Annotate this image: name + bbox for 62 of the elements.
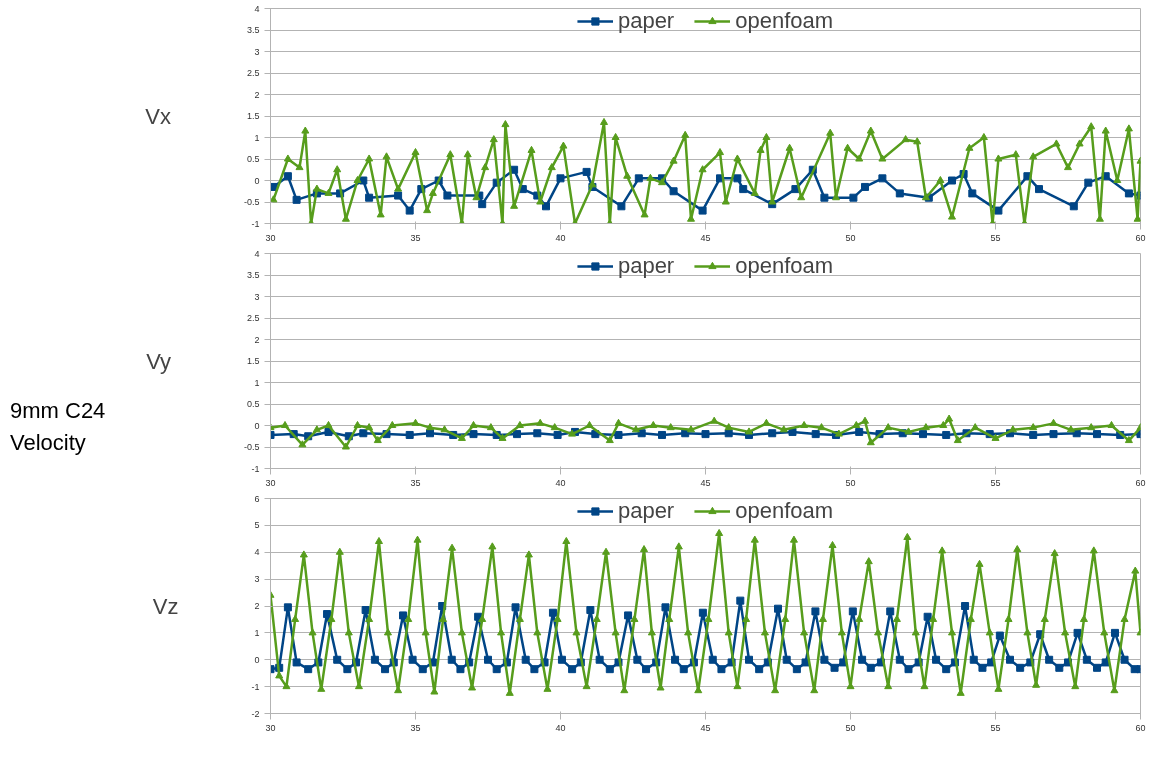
x-tick-label: 55 (990, 722, 1001, 733)
y-tick-label: 1 (254, 627, 260, 638)
y-tick-label: 6 (254, 493, 260, 504)
legend-label: openfoam (735, 498, 834, 524)
y-tick-label: 0 (254, 654, 260, 665)
y-axis-title: Vz (152, 593, 179, 619)
y-tick-label: 1 (254, 377, 260, 388)
y-tick-label: 2 (254, 89, 260, 100)
y-tick-label: 0.5 (246, 154, 260, 164)
y-tick-label: 5 (254, 520, 260, 531)
x-tick-label: 60 (1135, 232, 1146, 243)
x-tick-label: 55 (990, 477, 1001, 488)
x-tick-label: 55 (990, 232, 1001, 243)
y-tick-label: 1 (254, 132, 260, 143)
x-tick-label: 40 (555, 477, 566, 488)
y-tick-label: 1.5 (246, 111, 260, 121)
y-tick-label: 0.5 (246, 399, 260, 409)
y-tick-label: 2 (254, 601, 260, 611)
y-axis-title: Vy (146, 348, 171, 374)
legend-label: paper (617, 8, 675, 34)
y-tick-label: 0 (254, 175, 260, 186)
text: 9mm C24 Velocity (10, 397, 107, 457)
y-tick-label: 3 (254, 46, 260, 57)
x-tick-label: 50 (845, 722, 856, 733)
x-tick-label: 35 (410, 722, 421, 733)
y-tick-label: -0.5 (243, 442, 260, 452)
y-tick-label: 4 (254, 547, 260, 558)
y-tick-label: 3.5 (246, 25, 260, 35)
x-tick-label: 35 (410, 477, 421, 488)
legend-label: paper (617, 498, 675, 524)
y-tick-label: 4 (254, 248, 260, 259)
y-tick-label: 0 (254, 420, 260, 431)
y-tick-label: -1 (251, 463, 260, 474)
x-tick-label: 40 (555, 232, 566, 243)
y-tick-label: -1 (251, 681, 260, 692)
y-tick-label: 3 (254, 291, 260, 302)
x-tick-label: 35 (410, 232, 421, 243)
x-tick-label: 50 (845, 232, 856, 243)
y-tick-label: 2.5 (246, 68, 260, 78)
legend-label: openfoam (735, 253, 834, 279)
y-tick-label: 4 (254, 3, 260, 14)
y-tick-label: 2 (254, 334, 260, 345)
y-tick-label: 1.5 (246, 356, 260, 366)
x-tick-label: 50 (845, 477, 856, 488)
x-tick-label: 30 (265, 232, 276, 243)
legend-label: paper (617, 253, 675, 279)
x-tick-label: 30 (265, 477, 276, 488)
x-tick-label: 45 (700, 477, 711, 488)
x-tick-label: 60 (1135, 477, 1146, 488)
y-tick-label: 3.5 (246, 270, 260, 280)
x-tick-label: 40 (555, 722, 566, 733)
x-tick-label: 45 (700, 722, 711, 733)
legend-label: openfoam (735, 8, 834, 34)
y-tick-label: 3 (254, 574, 260, 585)
x-tick-label: 30 (265, 722, 276, 733)
y-tick-label: -0.5 (243, 197, 260, 207)
y-tick-label: 2.5 (246, 313, 260, 323)
y-tick-label: -1 (251, 218, 260, 229)
x-tick-label: 45 (700, 232, 711, 243)
y-axis-title: Vx (145, 103, 172, 129)
y-tick-label: -2 (251, 708, 260, 719)
x-tick-label: 60 (1135, 722, 1146, 733)
